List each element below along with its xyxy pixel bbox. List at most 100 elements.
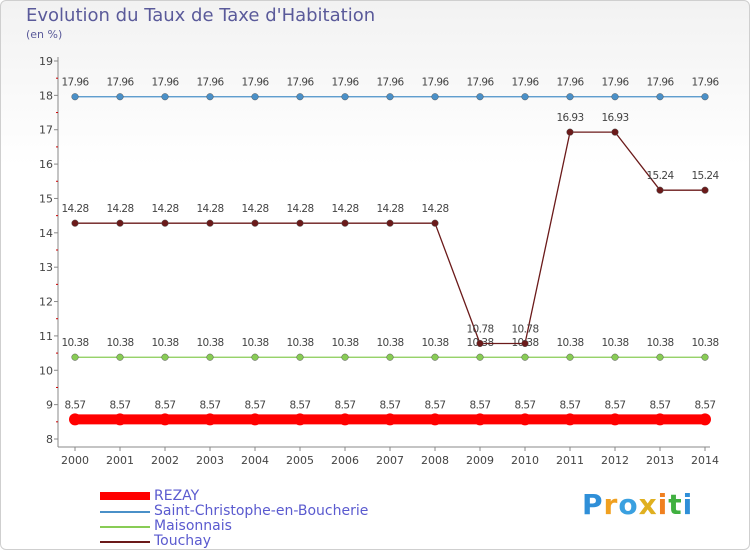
data-label: 10.38	[556, 337, 583, 349]
x-tick-label: 2014	[691, 454, 719, 467]
data-point	[654, 413, 666, 426]
data-label: 8.57	[470, 399, 491, 411]
data-point	[116, 93, 124, 101]
x-tick-label: 2003	[196, 454, 224, 467]
data-point	[519, 413, 531, 426]
y-tick-label: 9	[46, 399, 53, 412]
data-point	[341, 93, 349, 101]
data-label: 16.93	[556, 112, 583, 124]
data-point	[476, 93, 484, 101]
data-point	[476, 353, 484, 361]
data-label: 8.57	[110, 399, 131, 411]
data-point	[656, 186, 664, 194]
data-label: 8.57	[380, 399, 401, 411]
data-point	[611, 128, 619, 136]
data-point	[431, 93, 439, 101]
data-point	[609, 413, 621, 426]
legend-swatch	[100, 492, 150, 500]
legend-label: REZAY	[154, 488, 200, 504]
data-label: 14.28	[196, 203, 223, 215]
data-point	[474, 413, 486, 426]
data-label: 10.38	[151, 337, 178, 349]
legend-swatch	[100, 526, 150, 528]
data-point	[206, 219, 214, 227]
data-point	[206, 93, 214, 101]
data-point	[159, 413, 171, 426]
legend-swatch	[100, 511, 150, 513]
data-label: 8.57	[695, 399, 716, 411]
y-tick-label: 10	[39, 364, 53, 377]
data-label: 14.28	[61, 203, 88, 215]
data-point	[251, 93, 259, 101]
data-label: 8.57	[425, 399, 446, 411]
data-label: 10.38	[646, 337, 673, 349]
data-point	[296, 93, 304, 101]
data-label: 10.38	[421, 337, 448, 349]
y-tick-label: 15	[39, 192, 53, 205]
data-point	[701, 93, 709, 101]
x-tick-label: 2002	[151, 454, 179, 467]
data-point	[71, 219, 79, 227]
data-label: 17.96	[106, 77, 134, 89]
data-label: 17.96	[646, 77, 674, 89]
data-label: 15.24	[691, 170, 719, 182]
data-point	[296, 353, 304, 361]
data-point	[339, 413, 351, 426]
legend-label: Saint-Christophe-en-Boucherie	[154, 503, 369, 519]
x-tick-label: 2013	[646, 454, 674, 467]
data-point	[521, 93, 529, 101]
data-point	[341, 219, 349, 227]
data-point	[341, 353, 349, 361]
data-point	[71, 93, 79, 101]
data-point	[431, 219, 439, 227]
data-label: 14.28	[286, 203, 313, 215]
data-point	[699, 413, 711, 426]
x-tick-label: 2010	[511, 454, 539, 467]
data-label: 14.28	[421, 203, 448, 215]
data-label: 15.24	[646, 170, 674, 182]
data-point	[521, 353, 529, 361]
data-label: 8.57	[605, 399, 626, 411]
data-label: 10.38	[106, 337, 133, 349]
data-label: 10.38	[241, 337, 268, 349]
data-label: 8.57	[200, 399, 221, 411]
data-label: 17.96	[241, 77, 269, 89]
y-tick-label: 12	[39, 296, 53, 309]
x-tick-label: 2007	[376, 454, 404, 467]
data-point	[566, 353, 574, 361]
chart-title: Evolution du Taux de Taxe d'Habitation	[26, 5, 376, 26]
data-label: 17.96	[466, 77, 494, 89]
data-point	[656, 353, 664, 361]
data-point	[429, 413, 441, 426]
data-label: 17.96	[556, 77, 584, 89]
data-point	[564, 413, 576, 426]
data-label: 17.96	[331, 77, 359, 89]
y-tick-label: 19	[39, 55, 53, 68]
data-label: 17.96	[61, 77, 89, 89]
chart-unit-label: (en %)	[26, 28, 63, 41]
data-point	[116, 353, 124, 361]
data-label: 10.38	[601, 337, 628, 349]
data-label: 10.38	[61, 337, 88, 349]
data-label: 8.57	[515, 399, 536, 411]
data-label: 14.28	[376, 203, 403, 215]
y-tick-label: 17	[39, 124, 53, 137]
data-point	[431, 353, 439, 361]
data-label: 8.57	[290, 399, 311, 411]
data-label: 10.38	[196, 337, 223, 349]
data-point	[701, 186, 709, 194]
x-tick-label: 2012	[601, 454, 629, 467]
data-point	[384, 413, 396, 426]
data-point	[69, 413, 81, 426]
data-point	[114, 413, 126, 426]
data-label: 17.96	[151, 77, 179, 89]
data-label: 10.38	[286, 337, 313, 349]
data-point	[611, 93, 619, 101]
data-label: 8.57	[245, 399, 266, 411]
data-label: 17.96	[601, 77, 629, 89]
data-label: 14.28	[241, 203, 268, 215]
y-tick-label: 16	[39, 158, 53, 171]
data-label: 17.96	[376, 77, 404, 89]
y-tick-label: 8	[46, 433, 53, 446]
